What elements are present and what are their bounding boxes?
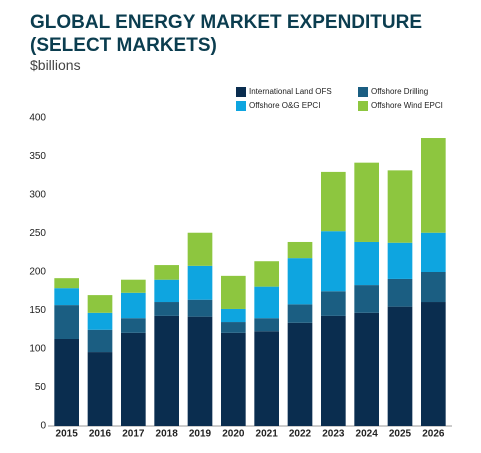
bar-segment: [54, 288, 79, 306]
bar-segment: [421, 232, 446, 272]
bar-segment: [87, 329, 113, 353]
bar-segment: [287, 241, 313, 259]
x-tick-label: 2023: [322, 429, 345, 440]
bar-segment: [287, 258, 313, 305]
x-tick-label: 2026: [422, 429, 445, 440]
bar-segment: [221, 308, 246, 323]
legend-swatch: [236, 87, 246, 97]
chart-title-line2: (SELECT MARKETS): [30, 35, 217, 56]
bar-segment: [354, 312, 379, 426]
bar-segment: [54, 278, 79, 289]
y-tick-label: 100: [29, 344, 46, 355]
x-tick-label: 2022: [289, 429, 312, 440]
bar-segment: [87, 295, 113, 313]
bar-segment: [154, 279, 179, 303]
x-tick-label: 2015: [56, 429, 79, 440]
bar-segment: [321, 231, 346, 292]
bar-segment: [387, 306, 413, 426]
y-tick-label: 150: [29, 305, 46, 316]
bar-segment: [221, 322, 246, 333]
x-tick-label: 2016: [89, 429, 112, 440]
bar-segment: [254, 261, 279, 287]
bar-segment: [354, 162, 379, 242]
bar-segment: [187, 265, 213, 300]
y-tick-label: 250: [29, 228, 46, 239]
bar-segment: [421, 302, 446, 426]
bar-segment: [121, 279, 146, 293]
bar-segment: [221, 275, 246, 309]
bar-segment: [154, 315, 179, 426]
bar-segment: [387, 170, 413, 243]
bar-segment: [321, 315, 346, 426]
bar-segment: [121, 332, 146, 426]
legend-swatch: [236, 101, 246, 111]
bar-segment: [321, 171, 346, 232]
x-tick-label: 2024: [356, 429, 379, 440]
bar-segment: [54, 338, 79, 426]
bar-segment: [54, 305, 79, 339]
legend-swatch: [358, 87, 368, 97]
y-tick-label: 0: [40, 421, 46, 432]
y-tick-label: 350: [29, 151, 46, 162]
bar-segment: [354, 241, 379, 286]
legend-label: Offshore Wind EPCI: [371, 101, 443, 110]
bar-segment: [254, 286, 279, 319]
bar-segment: [87, 352, 113, 426]
bar-segment: [254, 318, 279, 332]
x-tick-label: 2017: [122, 429, 145, 440]
chart-title: GLOBAL ENERGY MARKET EXPENDITURE: [30, 12, 422, 33]
bar-segment: [354, 285, 379, 313]
y-tick-label: 300: [29, 190, 46, 201]
chart-subtitle: $billions: [30, 57, 81, 73]
bar-segment: [187, 299, 213, 317]
bar-segment: [221, 332, 246, 426]
bar-segment: [387, 278, 413, 307]
x-tick-label: 2019: [189, 429, 212, 440]
bar-segment: [421, 272, 446, 303]
y-tick-label: 50: [35, 382, 47, 393]
bar-segment: [121, 292, 146, 319]
x-tick-label: 2018: [156, 429, 179, 440]
legend-label: Offshore O&G EPCI: [249, 101, 320, 110]
bar-segment: [187, 232, 213, 266]
bar-segment: [121, 318, 146, 333]
legend-label: Offshore Drilling: [371, 87, 428, 96]
x-tick-label: 2021: [256, 429, 279, 440]
bar-segment: [87, 312, 113, 330]
bar-segment: [287, 322, 313, 426]
bar-segment: [387, 242, 413, 279]
y-tick-label: 400: [29, 113, 46, 124]
bar-segment: [254, 331, 279, 426]
bar-segment: [154, 302, 179, 316]
legend-swatch: [358, 101, 368, 111]
bar-segment: [321, 291, 346, 316]
x-tick-label: 2020: [222, 429, 245, 440]
y-tick-label: 200: [29, 267, 46, 278]
bar-segment: [154, 265, 179, 280]
bar-segment: [421, 138, 446, 233]
bar-segment: [287, 304, 313, 323]
legend-label: International Land OFS: [249, 87, 332, 96]
bar-segment: [187, 316, 213, 426]
x-tick-label: 2025: [389, 429, 412, 440]
